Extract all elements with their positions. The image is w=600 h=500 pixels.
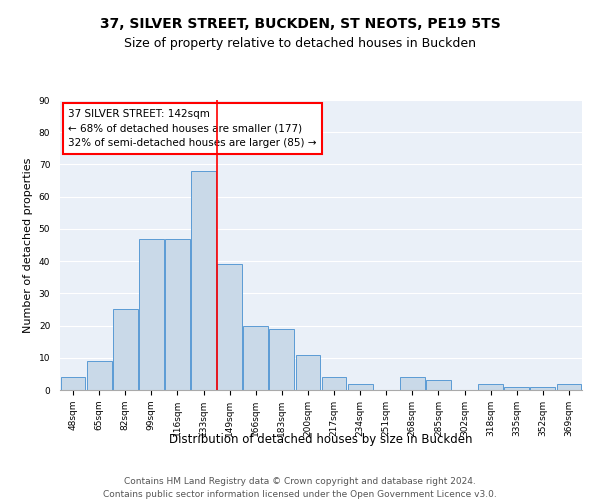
Bar	[269, 329, 294, 390]
Bar	[322, 377, 346, 390]
Text: Size of property relative to detached houses in Buckden: Size of property relative to detached ho…	[124, 38, 476, 51]
Y-axis label: Number of detached properties: Number of detached properties	[23, 158, 33, 332]
Bar	[165, 238, 190, 390]
Bar	[217, 264, 242, 390]
Bar	[61, 377, 85, 390]
Bar	[139, 238, 164, 390]
Bar	[478, 384, 503, 390]
Text: 37, SILVER STREET, BUCKDEN, ST NEOTS, PE19 5TS: 37, SILVER STREET, BUCKDEN, ST NEOTS, PE…	[100, 18, 500, 32]
Bar	[557, 384, 581, 390]
Bar	[244, 326, 268, 390]
Bar	[191, 171, 216, 390]
Bar	[113, 310, 137, 390]
Bar	[426, 380, 451, 390]
Bar	[87, 361, 112, 390]
Bar	[296, 354, 320, 390]
Text: Contains HM Land Registry data © Crown copyright and database right 2024.
Contai: Contains HM Land Registry data © Crown c…	[103, 478, 497, 499]
Bar	[530, 387, 555, 390]
Bar	[505, 387, 529, 390]
Bar	[348, 384, 373, 390]
Text: Distribution of detached houses by size in Buckden: Distribution of detached houses by size …	[169, 432, 473, 446]
Text: 37 SILVER STREET: 142sqm
← 68% of detached houses are smaller (177)
32% of semi-: 37 SILVER STREET: 142sqm ← 68% of detach…	[68, 108, 316, 148]
Bar	[400, 377, 425, 390]
